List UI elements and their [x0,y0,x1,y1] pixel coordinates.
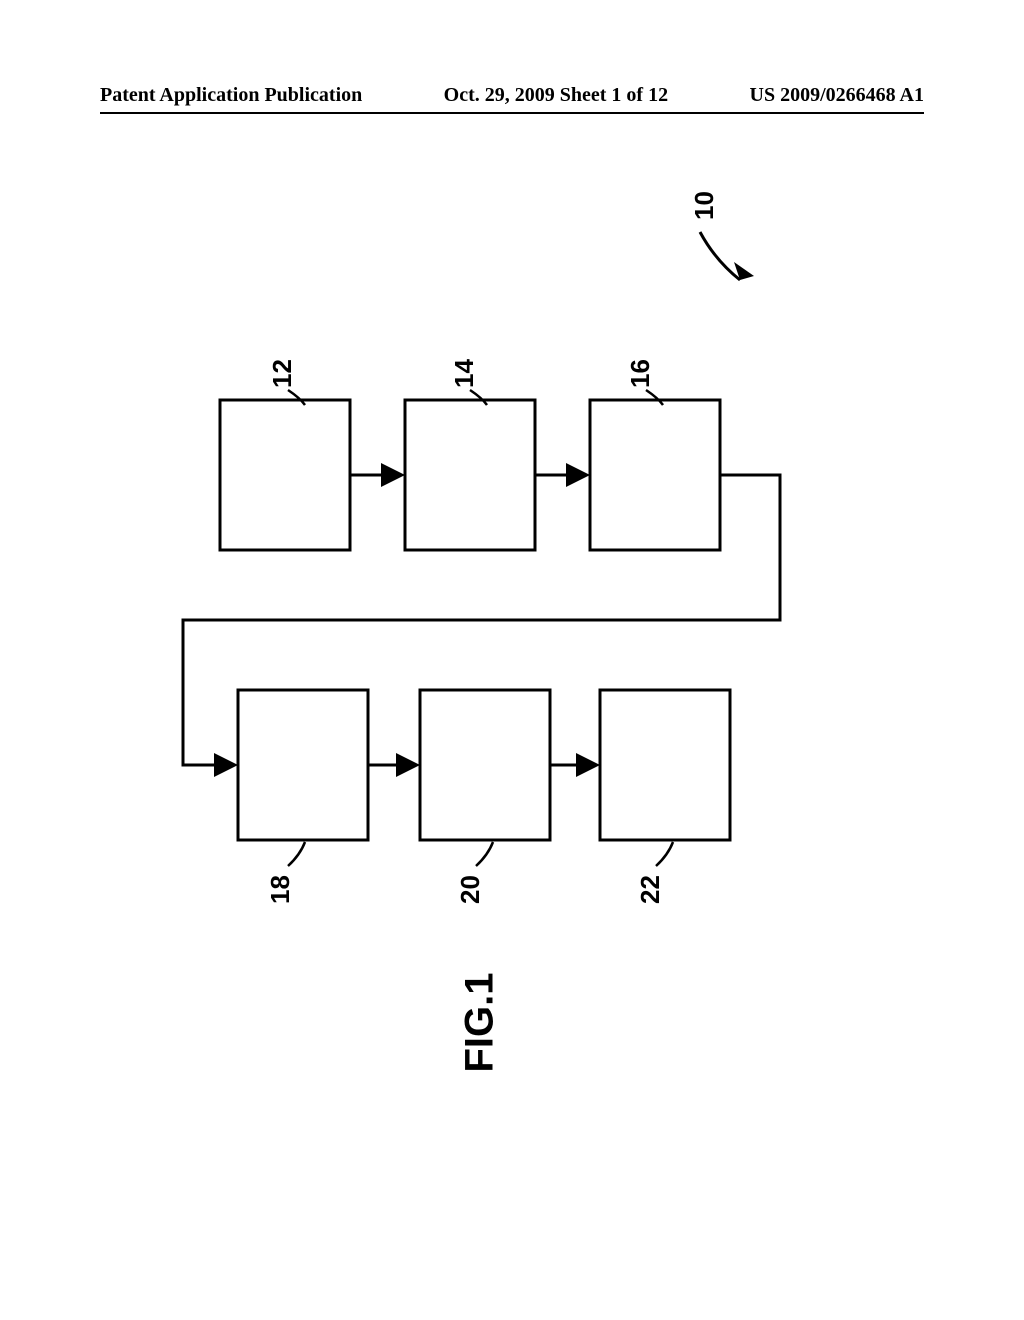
diagram-svg [0,0,1024,1320]
page: Patent Application Publication Oct. 29, … [0,0,1024,1320]
ref-12: 12 [267,359,298,388]
figure-label: FIG.1 [458,972,503,1072]
ref-14: 14 [449,359,480,388]
ref-10: 10 [689,191,720,220]
ref-20: 20 [455,875,486,904]
ref-18: 18 [265,875,296,904]
ref-16: 16 [625,359,656,388]
ref-22: 22 [635,875,666,904]
